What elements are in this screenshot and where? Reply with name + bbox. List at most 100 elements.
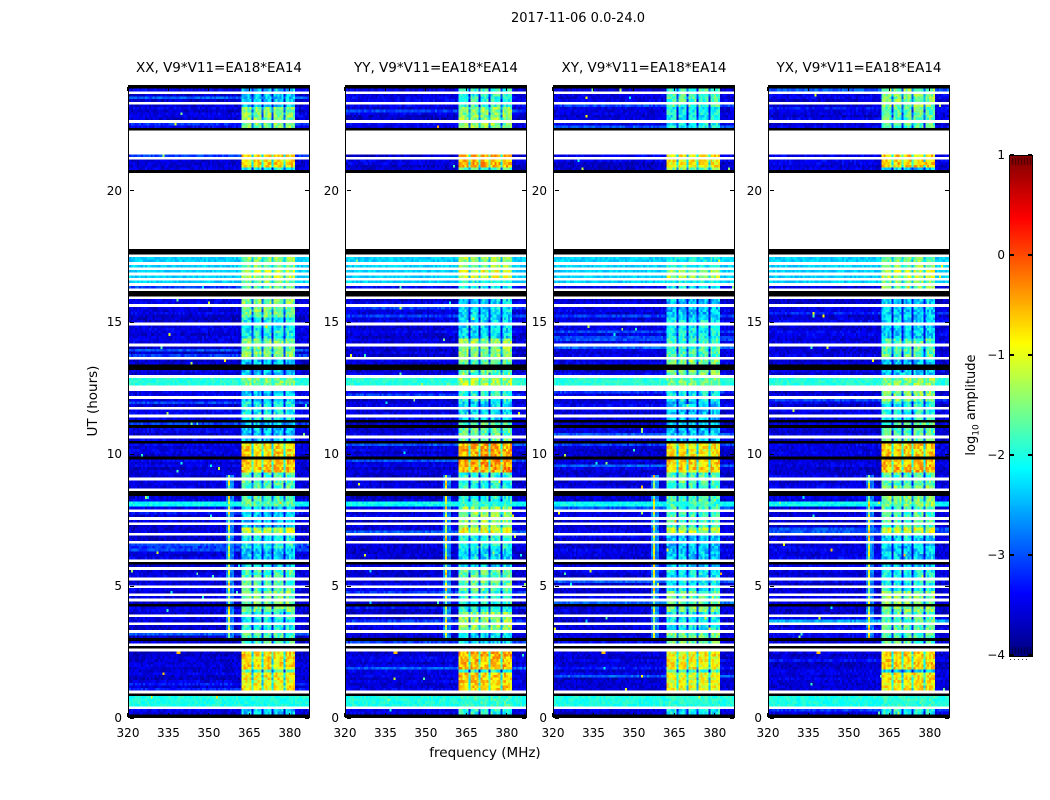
- x-tick-mark: [807, 712, 810, 717]
- x-tick-mark: [592, 712, 595, 717]
- y-tick-mark: [521, 585, 526, 587]
- y-tick-label: 0: [754, 711, 762, 725]
- colorbar-label-sub: 10: [971, 424, 982, 436]
- x-tick-mark: [633, 86, 635, 91]
- x-tick-label: 320: [541, 726, 565, 740]
- y-tick-label: 5: [114, 579, 122, 594]
- x-tick-mark: [552, 86, 554, 91]
- y-tick-label: 20: [746, 183, 762, 198]
- colorbar-tick-label: −3: [987, 548, 1005, 562]
- y-tick-mark: [944, 321, 949, 323]
- y-tick-mark: [554, 717, 559, 719]
- x-tick-label: 350: [622, 726, 646, 740]
- y-tick-label: 0: [114, 711, 122, 725]
- y-tick-mark: [769, 189, 774, 192]
- x-tick-label: 365: [662, 726, 686, 740]
- colorbar-tick-mark: [1010, 354, 1014, 356]
- x-tick-mark: [344, 712, 346, 717]
- colorbar-gradient-canvas: [1010, 156, 1032, 656]
- y-tick-mark: [729, 321, 734, 323]
- x-tick-mark: [552, 712, 554, 717]
- y-tick-mark: [304, 453, 309, 455]
- x-tick-label: 350: [414, 726, 438, 740]
- y-tick-label: 0: [539, 711, 547, 725]
- x-tick-mark: [127, 712, 129, 717]
- panel-yx: [768, 85, 950, 718]
- colorbar-tick-mark: [1028, 654, 1032, 656]
- y-tick-mark: [521, 453, 526, 455]
- y-tick-mark: [554, 189, 559, 192]
- y-tick-label: 20: [531, 183, 547, 198]
- x-tick-mark: [248, 712, 250, 717]
- colorbar-tick-mark: [1010, 154, 1014, 156]
- x-tick-label: 380: [495, 726, 519, 740]
- x-tick-mark: [767, 86, 769, 91]
- y-tick-mark: [129, 585, 134, 587]
- colorbar-tick-mark: [1010, 254, 1014, 256]
- x-tick-mark: [465, 86, 467, 91]
- x-tick-label: 380: [918, 726, 942, 740]
- colorbar-tick-label: −4: [987, 648, 1005, 662]
- colorbar-tick-label: 0: [997, 248, 1005, 262]
- colorbar-tick-mark: [1028, 554, 1032, 556]
- x-tick-label: 320: [756, 726, 780, 740]
- x-tick-mark: [289, 712, 291, 717]
- y-tick-label: 0: [331, 711, 339, 725]
- x-tick-mark: [714, 712, 716, 717]
- y-tick-mark: [129, 189, 134, 192]
- x-tick-mark: [384, 86, 387, 91]
- y-tick-label: 20: [106, 183, 122, 198]
- x-tick-mark: [592, 86, 595, 91]
- y-tick-label: 10: [531, 447, 547, 462]
- colorbar-tick-mark: [1028, 454, 1032, 456]
- x-tick-mark: [425, 86, 427, 91]
- x-tick-mark: [848, 86, 850, 91]
- x-tick-label: 380: [703, 726, 727, 740]
- panel-title-yx: YX, V9*V11=EA18*EA14: [776, 60, 942, 76]
- y-tick-mark: [554, 585, 559, 587]
- y-tick-label: 15: [323, 315, 339, 330]
- x-tick-label: 380: [278, 726, 302, 740]
- y-tick-mark: [346, 453, 351, 455]
- y-tick-mark: [729, 585, 734, 587]
- x-tick-label: 350: [837, 726, 861, 740]
- y-tick-label: 20: [323, 183, 339, 198]
- y-tick-label: 10: [746, 447, 762, 462]
- y-tick-mark: [729, 189, 734, 192]
- y-tick-label: 5: [754, 579, 762, 594]
- y-tick-mark: [944, 717, 949, 719]
- spectrogram-canvas-yy: [346, 86, 526, 717]
- x-tick-mark: [384, 712, 387, 717]
- colorbar-tick-mark: [1010, 454, 1014, 456]
- y-tick-mark: [729, 717, 734, 719]
- y-tick-label: 10: [323, 447, 339, 462]
- x-tick-mark: [167, 86, 170, 91]
- x-tick-mark: [289, 86, 291, 91]
- panel-title-xy: XY, V9*V11=EA18*EA14: [561, 60, 727, 76]
- panel-xx: [128, 85, 310, 718]
- y-tick-mark: [554, 321, 559, 323]
- x-tick-mark: [465, 712, 467, 717]
- y-tick-mark: [769, 717, 774, 719]
- colorbar-label-amplitude: amplitude: [964, 354, 979, 425]
- colorbar-tick-label: 1: [997, 148, 1005, 162]
- panel-xy: [553, 85, 735, 718]
- figure-title: 2017-11-06 0.0-24.0: [511, 11, 645, 26]
- spectrogram-canvas-yx: [769, 86, 949, 717]
- colorbar-tick-label: −1: [987, 348, 1005, 362]
- x-tick-mark: [848, 712, 850, 717]
- x-tick-label: 320: [116, 726, 140, 740]
- x-tick-mark: [506, 712, 508, 717]
- x-tick-mark: [506, 86, 508, 91]
- x-tick-label: 350: [197, 726, 221, 740]
- y-tick-mark: [346, 189, 351, 192]
- colorbar-end-dots: [1010, 659, 1030, 660]
- x-tick-mark: [929, 86, 931, 91]
- y-tick-mark: [346, 585, 351, 587]
- x-tick-mark: [714, 86, 716, 91]
- x-tick-mark: [425, 712, 427, 717]
- y-tick-mark: [729, 453, 734, 455]
- x-tick-mark: [208, 86, 210, 91]
- panel-title-yy: YY, V9*V11=EA18*EA14: [353, 60, 518, 76]
- x-tick-label: 335: [581, 726, 605, 740]
